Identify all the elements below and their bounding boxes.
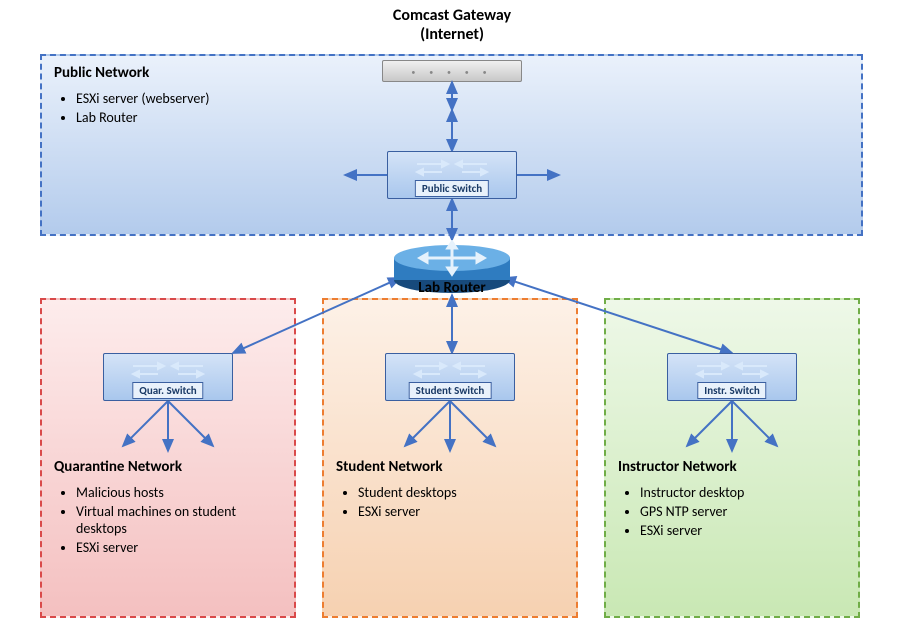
- quarantine-zone-list: Malicious hosts Virtual machines on stud…: [76, 484, 282, 556]
- student-switch-label: Student Switch: [409, 382, 492, 399]
- student-zone-list: Student desktops ESXi server: [358, 484, 564, 520]
- gateway-device-icon: • • • • •: [382, 60, 522, 82]
- quarantine-switch-label: Quar. Switch: [132, 382, 203, 399]
- public-switch-icon: Public Switch: [387, 151, 517, 199]
- public-zone-list: ESXi server (webserver) Lab Router: [76, 90, 849, 126]
- list-item: GPS NTP server: [640, 503, 846, 520]
- switch-arrows-icon: [412, 158, 492, 178]
- list-item: ESXi server (webserver): [76, 90, 849, 107]
- list-item: Lab Router: [76, 109, 849, 126]
- list-item: Virtual machines on student desktops: [76, 503, 282, 537]
- student-network-zone: Student Network Student desktops ESXi se…: [322, 298, 578, 618]
- instructor-switch-label: Instr. Switch: [697, 382, 766, 399]
- list-item: Malicious hosts: [76, 484, 282, 501]
- public-switch-label: Public Switch: [415, 180, 489, 197]
- list-item: Student desktops: [358, 484, 564, 501]
- list-item: ESXi server: [640, 522, 846, 539]
- quarantine-network-zone: Quarantine Network Malicious hosts Virtu…: [40, 298, 296, 618]
- instructor-zone-title: Instructor Network: [618, 458, 846, 476]
- switch-arrows-icon: [128, 360, 208, 380]
- instructor-switch-icon: Instr. Switch: [667, 353, 797, 401]
- list-item: ESXi server: [358, 503, 564, 520]
- switch-arrows-icon: [692, 360, 772, 380]
- network-diagram: Public Network ESXi server (webserver) L…: [0, 0, 900, 627]
- switch-arrows-icon: [410, 360, 490, 380]
- quarantine-zone-title: Quarantine Network: [54, 458, 282, 476]
- gateway-label: Comcast Gateway (Internet): [352, 6, 552, 44]
- gateway-title-line1: Comcast Gateway: [393, 6, 511, 25]
- gateway-ports-icon: • • • • •: [383, 68, 521, 78]
- quarantine-switch-icon: Quar. Switch: [103, 353, 233, 401]
- student-zone-title: Student Network: [336, 458, 564, 476]
- instructor-network-zone: Instructor Network Instructor desktop GP…: [604, 298, 860, 618]
- list-item: ESXi server: [76, 539, 282, 556]
- list-item: Instructor desktop: [640, 484, 846, 501]
- lab-router-label: Lab Router: [387, 279, 517, 297]
- student-switch-icon: Student Switch: [385, 353, 515, 401]
- gateway-title-line2: (Internet): [420, 25, 484, 44]
- instructor-zone-list: Instructor desktop GPS NTP server ESXi s…: [640, 484, 846, 539]
